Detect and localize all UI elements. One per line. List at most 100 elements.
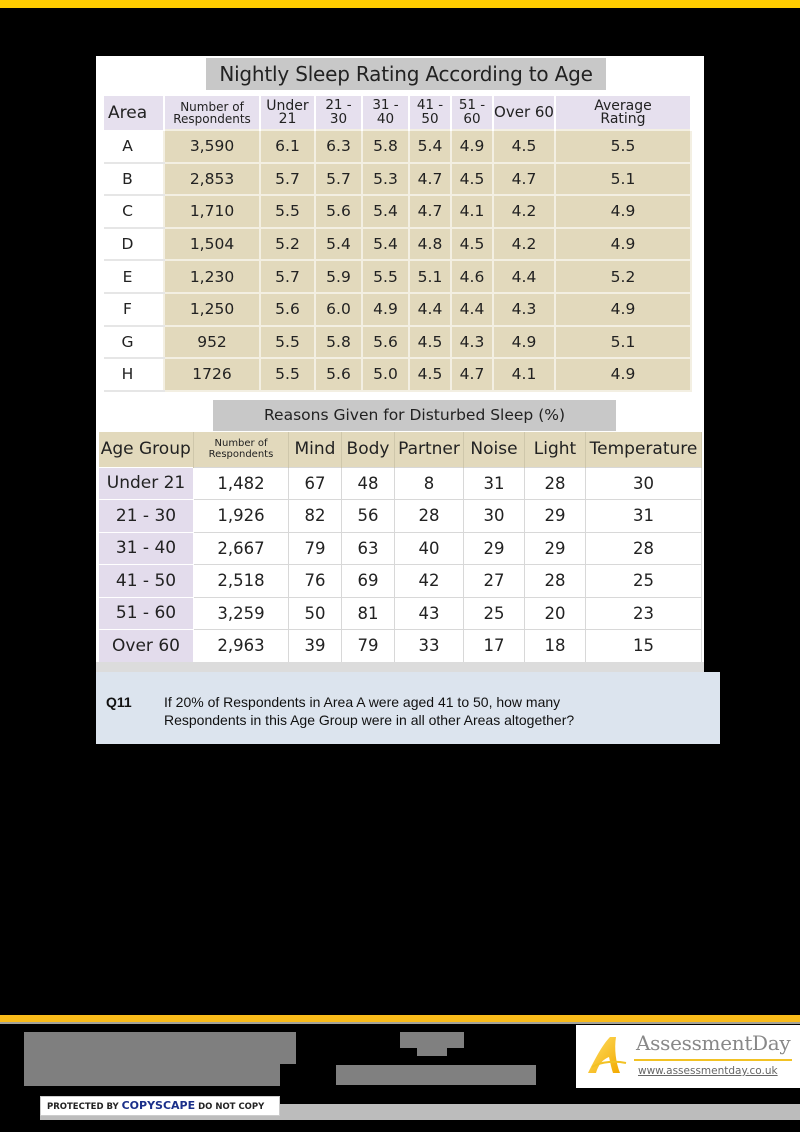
- age-group-cell: 51 - 60: [98, 596, 194, 630]
- sleep-rating-table: Area Number of Respondents Under 21 21 - 3…: [104, 96, 692, 392]
- cell-c41-50: 4.5: [408, 357, 452, 392]
- cell-c31-40: 5.0: [361, 357, 410, 392]
- table-row: B 2,853 5.7 5.7 5.3 4.7 4.5 4.7 5.1: [104, 161, 692, 197]
- cell-partner: 8: [394, 466, 464, 500]
- cell-partner: 28: [394, 499, 464, 533]
- table-row: D 1,504 5.2 5.4 5.4 4.8 4.5 4.2 4.9: [104, 226, 692, 262]
- cell-noise: 27: [463, 564, 525, 598]
- cell-light: 28: [524, 466, 586, 500]
- cell-noise: 30: [463, 499, 525, 533]
- disturbed-sleep-table: Age Group Number of Respondents Mind Body…: [98, 432, 702, 663]
- cell-c21-30: 5.9: [314, 259, 363, 294]
- cell-respondents: 2,518: [193, 564, 289, 598]
- cell-respondents: 1,504: [163, 226, 261, 262]
- cell-mind: 76: [288, 564, 342, 598]
- cell-avg: 4.9: [554, 291, 692, 327]
- cell-respondents: 2,963: [193, 629, 289, 663]
- table-row: 21 - 30 1,926 82 56 28 30 29 31: [98, 499, 702, 533]
- cell-avg: 5.1: [554, 161, 692, 197]
- cell-respondents: 1,926: [193, 499, 289, 533]
- cell-partner: 33: [394, 629, 464, 663]
- cell-c31-40: 5.4: [361, 194, 410, 229]
- cell-temperature: 23: [585, 596, 702, 630]
- cell-temperature: 30: [585, 466, 702, 500]
- cell-c21-30: 5.6: [314, 194, 363, 229]
- cell-noise: 31: [463, 466, 525, 500]
- age-group-cell: Under 21: [98, 466, 194, 500]
- area-cell: G: [104, 325, 164, 360]
- table-header-row: Age Group Number of Respondents Mind Body…: [98, 432, 702, 467]
- table-row: Under 21 1,482 67 48 8 31 28 30: [98, 466, 702, 500]
- redacted-footer-text: [400, 1032, 464, 1048]
- area-cell: E: [104, 260, 164, 294]
- cell-respondents: 3,590: [163, 129, 261, 164]
- cell-c31-40: 5.4: [361, 226, 410, 262]
- cell-temperature: 28: [585, 531, 702, 565]
- age-group-cell: 31 - 40: [98, 531, 194, 565]
- cell-body: 48: [341, 466, 395, 500]
- cell-avg: 4.9: [554, 194, 692, 229]
- logo-url-link[interactable]: www.assessmentday.co.uk: [638, 1065, 778, 1077]
- cell-under21: 5.5: [259, 194, 316, 229]
- cell-c41-50: 4.4: [408, 291, 452, 327]
- assessmentday-logo[interactable]: AssessmentDay www.assessmentday.co.uk: [576, 1025, 800, 1088]
- table-row: E 1,230 5.7 5.9 5.5 5.1 4.6 4.4 5.2: [104, 259, 692, 294]
- redacted-footer-text: [417, 1048, 447, 1056]
- question-box: Q11 If 20% of Respondents in Area A were…: [96, 672, 720, 744]
- cell-under21: 5.7: [259, 259, 316, 294]
- col-header-21-30: 21 - 30: [315, 96, 363, 130]
- cell-c51-60: 4.7: [450, 357, 494, 392]
- col-header-area: Area: [104, 96, 165, 130]
- cell-light: 18: [524, 629, 586, 663]
- col-header-partner: Partner: [394, 432, 464, 467]
- cell-c41-50: 5.4: [408, 129, 452, 164]
- table-row: G 952 5.5 5.8 5.6 4.5 4.3 4.9 5.1: [104, 324, 692, 360]
- data-tables-panel: Nightly Sleep Rating According to Age Ar…: [96, 56, 704, 670]
- cell-noise: 29: [463, 531, 525, 565]
- cell-under21: 6.1: [259, 129, 316, 164]
- table-header-row: Area Number of Respondents Under 21 21 - 3…: [104, 96, 692, 130]
- sleep-rating-title: Nightly Sleep Rating According to Age: [206, 58, 606, 90]
- copyscape-brand: COPYSCAPE: [121, 1099, 196, 1112]
- cell-c41-50: 4.5: [408, 324, 452, 360]
- cell-avg: 5.1: [554, 324, 692, 360]
- area-cell: H: [104, 358, 164, 392]
- area-cell: F: [104, 292, 164, 327]
- col-header-body: Body: [341, 432, 395, 467]
- col-header-age-group: Age Group: [98, 432, 194, 467]
- cell-c51-60: 4.1: [450, 194, 494, 229]
- cell-mind: 39: [288, 629, 342, 663]
- cell-over60: 4.4: [492, 259, 556, 294]
- col-header-temperature: Temperature: [585, 432, 702, 467]
- cell-over60: 4.9: [492, 324, 556, 360]
- panel-bottom-strip: [96, 662, 704, 672]
- area-cell: A: [104, 130, 164, 164]
- cell-temperature: 25: [585, 564, 702, 598]
- cell-c31-40: 4.9: [361, 291, 410, 327]
- footer-grey-strip: [40, 1116, 280, 1120]
- cell-under21: 5.6: [259, 291, 316, 327]
- cell-over60: 4.2: [492, 226, 556, 262]
- col-header-under21: Under 21: [260, 96, 316, 130]
- cell-body: 79: [341, 629, 395, 663]
- cell-c21-30: 5.6: [314, 357, 363, 392]
- cell-respondents: 1,230: [163, 259, 261, 294]
- table-row: A 3,590 6.1 6.3 5.8 5.4 4.9 4.5 5.5: [104, 129, 692, 164]
- col-header-respondents: Number of Respondents: [193, 432, 289, 467]
- col-header-over60: Over 60: [493, 96, 556, 130]
- cell-c21-30: 6.3: [314, 129, 363, 164]
- cell-over60: 4.5: [492, 129, 556, 164]
- top-accent-bar: [0, 0, 800, 8]
- logo-swoosh: [634, 1059, 792, 1061]
- cell-respondents: 1,710: [163, 194, 261, 229]
- footer-grey-strip: [280, 1104, 800, 1120]
- cell-respondents: 3,259: [193, 596, 289, 630]
- cell-respondents: 2,853: [163, 161, 261, 197]
- question-text: If 20% of Respondents in Area A were age…: [164, 694, 575, 728]
- cell-under21: 5.2: [259, 226, 316, 262]
- footer-accent-bar: [0, 1015, 800, 1022]
- cell-c21-30: 5.4: [314, 226, 363, 262]
- copyscape-badge[interactable]: PROTECTED BY COPYSCAPE DO NOT COPY: [40, 1096, 280, 1116]
- cell-c31-40: 5.8: [361, 129, 410, 164]
- cell-c51-60: 4.5: [450, 161, 494, 197]
